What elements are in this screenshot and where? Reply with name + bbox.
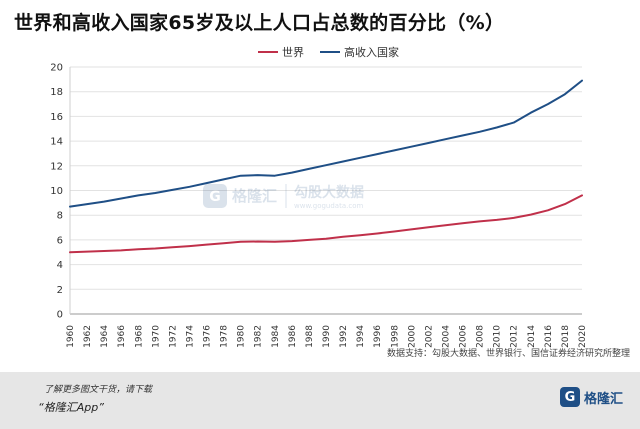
x-tick-label-2004: 2004 — [441, 325, 451, 348]
chart-legend: 世界 高收入国家 — [0, 44, 640, 60]
x-tick-label-2020: 2020 — [578, 325, 588, 348]
x-tick-label-2018: 2018 — [561, 325, 571, 348]
footer-logo-text: 格隆汇 — [584, 391, 624, 407]
x-tick-label-1972: 1972 — [168, 325, 178, 348]
x-tick-label-1984: 1984 — [271, 325, 281, 348]
x-tick-label-1962: 1962 — [83, 325, 93, 348]
y-tick-label-12: 12 — [50, 161, 63, 172]
legend-label-high-income: 高收入国家 — [344, 46, 399, 59]
series-line-world — [69, 194, 583, 254]
y-tick-label-18: 18 — [50, 87, 63, 98]
x-tick-label-1990: 1990 — [322, 325, 332, 348]
x-tick-label-1986: 1986 — [288, 325, 298, 348]
y-tick-label-2: 2 — [57, 285, 63, 296]
watermark-product: 勾股大数据 — [294, 184, 364, 201]
legend-item-high-income: 高收入国家 — [320, 44, 399, 60]
legend-item-world: 世界 — [258, 44, 304, 60]
x-tick-label-1992: 1992 — [339, 325, 349, 348]
x-tick-labels: 1960 1962 1964 1966 1968 1970 1972 1974 1976 1978… — [66, 325, 588, 348]
chart-title: 世界和高收入国家65岁及以上人口占总数的百分比（%） — [14, 12, 505, 34]
watermark-url: www.gogudata.com — [294, 202, 363, 210]
watermark: G 格隆汇 勾股大数据 www.gogudata.com — [203, 184, 364, 210]
x-tick-label-2016: 2016 — [544, 325, 554, 348]
x-tick-label-1998: 1998 — [390, 325, 400, 348]
x-tick-label-1994: 1994 — [356, 325, 366, 348]
watermark-brand: 格隆汇 — [232, 187, 277, 205]
legend-swatch-world — [258, 51, 278, 53]
x-tick-label-2010: 2010 — [493, 325, 503, 348]
x-tick-label-1976: 1976 — [203, 325, 213, 348]
x-tick-label-1970: 1970 — [151, 325, 161, 348]
x-tick-label-2012: 2012 — [510, 325, 520, 348]
y-tick-label-0: 0 — [57, 310, 63, 321]
legend-label-world: 世界 — [282, 46, 304, 59]
footer-note: 了解更多图文干货，请下载 — [44, 385, 153, 395]
legend-swatch-high-income — [320, 51, 340, 53]
data-source: 数据支持：勾股大数据、世界银行、国信证券经济研究所整理 — [386, 349, 630, 359]
x-tick-label-2002: 2002 — [424, 325, 434, 348]
x-tick-label-1960: 1960 — [66, 325, 76, 348]
y-tick-labels: 0 2 4 6 8 10 12 14 16 18 20 — [50, 63, 63, 321]
watermark-logo-icon — [203, 184, 227, 208]
x-tick-label-1974: 1974 — [185, 325, 195, 348]
x-tick-label-1964: 1964 — [100, 325, 110, 348]
y-tick-label-20: 20 — [50, 63, 63, 74]
y-tick-label-14: 14 — [50, 137, 63, 148]
footer-app-link[interactable]: “格隆汇App” — [38, 401, 104, 414]
x-tick-label-1968: 1968 — [134, 325, 144, 348]
gelonghui-logo-icon: G — [560, 387, 580, 407]
y-tick-label-6: 6 — [57, 235, 63, 246]
x-tick-label-1982: 1982 — [254, 325, 264, 348]
series-lines — [69, 79, 583, 254]
y-tick-label-4: 4 — [57, 260, 63, 271]
footer-logo: G 格隆汇 — [560, 384, 623, 410]
y-tick-label-10: 10 — [50, 186, 63, 197]
series-line-high-income — [69, 79, 583, 208]
x-tick-label-1978: 1978 — [220, 325, 230, 348]
y-tick-label-16: 16 — [50, 112, 63, 123]
x-tick-label-2014: 2014 — [527, 325, 537, 348]
x-tick-label-2006: 2006 — [459, 325, 469, 348]
x-tick-label-1966: 1966 — [117, 325, 127, 348]
x-tick-label-2000: 2000 — [407, 325, 417, 348]
y-tick-label-8: 8 — [57, 211, 63, 222]
chart-card: 世界和高收入国家65岁及以上人口占总数的百分比（%） 世界 高收入国家 0 2 4 6… — [0, 0, 640, 372]
x-tick-label-1996: 1996 — [373, 325, 383, 348]
x-tick-label-2008: 2008 — [476, 325, 486, 348]
x-tick-label-1988: 1988 — [305, 325, 315, 348]
watermark-logo-letter: G — [209, 189, 221, 205]
grid-lines — [69, 66, 582, 315]
x-tick-label-1980: 1980 — [237, 325, 247, 348]
